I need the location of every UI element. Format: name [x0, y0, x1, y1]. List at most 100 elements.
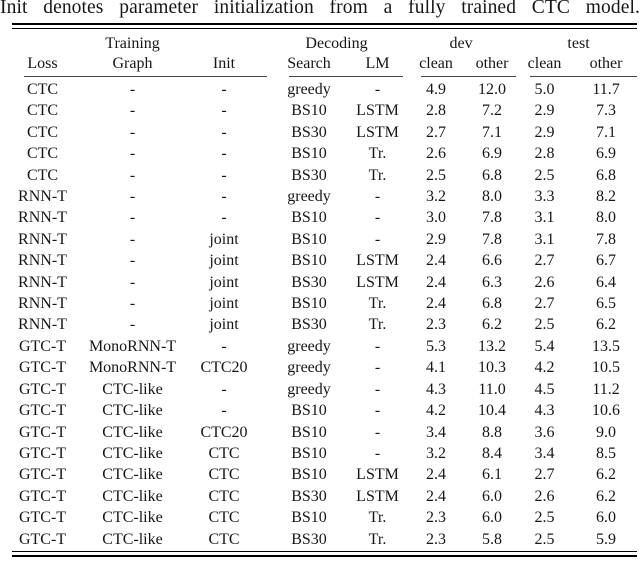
table-cell: CTC-like — [102, 380, 163, 398]
table-cell: 4.2 — [426, 402, 447, 420]
column-header-cell: clean — [527, 55, 562, 72]
table-cell: 6.2 — [596, 487, 617, 505]
table-cell: - — [129, 273, 136, 291]
table-cell: 2.4 — [426, 466, 447, 484]
table-cell: RNN-T — [18, 295, 67, 313]
table-cell: LSTM — [356, 102, 399, 120]
table-cell: 4.9 — [426, 81, 447, 98]
table-cell: Tr. — [368, 509, 387, 527]
table-cell: 4.3 — [534, 402, 555, 420]
table-cell: CTC-like — [102, 530, 163, 548]
table-cell: 6.0 — [482, 509, 503, 527]
table-cell: - — [221, 402, 227, 420]
table-row: CTC - - BS10 Tr. 2.6 6.9 2.8 6.9 — [0, 143, 640, 164]
table-row: GTC-T CTC-like - BS10 - 4.2 10.4 4.3 10.6 — [0, 400, 640, 421]
table-cell: BS30 — [291, 166, 327, 184]
table-cell: - — [374, 423, 381, 441]
table-cell: 13.5 — [592, 337, 621, 355]
table-cell: 7.1 — [596, 123, 617, 141]
table-cell: RNN-T — [18, 230, 67, 248]
table-cell: - — [221, 81, 227, 98]
group-header-cell: Decoding — [305, 35, 368, 52]
table-cell: 6.0 — [596, 509, 617, 527]
table-cell: Tr. — [368, 145, 387, 163]
column-header-cell: other — [589, 55, 623, 72]
table-cell: GTC-T — [18, 359, 67, 377]
table-cell: 2.8 — [534, 145, 555, 163]
table-cell: BS10 — [291, 252, 327, 270]
table-cell: - — [129, 123, 136, 141]
table-cell: - — [129, 230, 136, 248]
table-cell: Tr. — [368, 530, 387, 548]
column-header-cell: Search — [287, 55, 331, 72]
table-cell: 11.7 — [592, 81, 620, 98]
table-cell: 7.3 — [596, 102, 617, 120]
table-cell: 6.4 — [596, 273, 617, 291]
table-cell: 3.1 — [534, 209, 555, 227]
table-cell: CTC — [208, 444, 240, 462]
table-cell: 6.8 — [482, 166, 503, 184]
table-cell: 3.2 — [426, 444, 447, 462]
table-cell: 4.5 — [534, 380, 555, 398]
table-cell: Tr. — [368, 316, 387, 334]
group-header-row: Training Decoding dev test — [0, 33, 640, 54]
table-cell: CTC-like — [102, 509, 163, 527]
table-cell: 3.0 — [426, 209, 447, 227]
table-row: GTC-T MonoRNN-T - greedy - 5.3 13.2 5.4 13.5 — [0, 336, 640, 357]
table-cell: 8.8 — [482, 423, 503, 441]
table-cell: 2.6 — [426, 145, 447, 163]
table-cell: - — [221, 145, 227, 163]
table-body: CTC - - greedy - 4.9 12.0 5.0 11.7 CTC - - BS10 LSTM 2… — [0, 79, 640, 550]
column-header-cell: Graph — [112, 55, 153, 72]
table-cell: - — [374, 380, 381, 398]
table-cell: 2.9 — [534, 123, 555, 141]
table-cell: 6.8 — [482, 295, 503, 313]
table-cell: LSTM — [356, 487, 399, 505]
table-row: RNN-T - joint BS30 Tr. 2.3 6.2 2.5 6.2 — [0, 314, 640, 335]
table-cell: Tr. — [368, 166, 387, 184]
table-cell: 2.7 — [426, 123, 447, 141]
table-cell: CTC — [208, 466, 240, 484]
table-cell: 13.2 — [478, 337, 507, 355]
table-cell: 5.8 — [482, 530, 503, 548]
table-cell: GTC-T — [18, 337, 67, 355]
group-header-cell — [180, 33, 268, 54]
table-cell: CTC — [26, 123, 59, 141]
column-header-cell: LM — [365, 55, 390, 72]
table-cell: 4.1 — [426, 359, 447, 377]
table-cell: 8.4 — [482, 444, 503, 462]
table-cell: CTC — [26, 145, 59, 163]
table-cell: BS10 — [291, 295, 327, 313]
table-cell: 7.8 — [482, 209, 503, 227]
table-cell: GTC-T — [18, 466, 67, 484]
table-row: GTC-T CTC-like CTC BS10 Tr. 2.3 6.0 2.5 6.0 — [0, 507, 640, 528]
table-cell: CTC — [208, 509, 240, 527]
table-cell: joint — [209, 230, 239, 248]
table-cell: 6.6 — [482, 252, 503, 270]
table-cell: 7.8 — [596, 230, 617, 248]
table-cell: 12.0 — [478, 81, 507, 98]
table-cell: 4.2 — [534, 359, 555, 377]
table-cell: 6.3 — [482, 273, 503, 291]
table-cell: CTC — [208, 530, 240, 548]
table-cell: 3.3 — [534, 188, 555, 206]
table-row: GTC-T CTC-like CTC20 BS10 - 3.4 8.8 3.6 9.0 — [0, 422, 640, 443]
column-header-cell: clean — [419, 55, 453, 72]
table-row: CTC - - BS10 LSTM 2.8 7.2 2.9 7.3 — [0, 100, 640, 121]
table-cell: 2.8 — [426, 102, 447, 120]
table-row: CTC - - BS30 LSTM 2.7 7.1 2.9 7.1 — [0, 122, 640, 143]
table-cell: CTC — [26, 102, 59, 120]
table-cell: BS30 — [291, 530, 327, 548]
table-row: RNN-T - joint BS10 LSTM 2.4 6.6 2.7 6.7 — [0, 250, 640, 271]
table-cell: 11.2 — [592, 380, 620, 398]
table-cell: RNN-T — [18, 273, 67, 291]
table-cell: BS30 — [291, 316, 327, 334]
table-cell: - — [374, 402, 381, 420]
table-cell: GTC-T — [18, 402, 67, 420]
table-cell: 2.4 — [426, 273, 447, 291]
table-cell: CTC-like — [102, 402, 163, 420]
table-cell: 5.4 — [534, 337, 555, 355]
group-header-cell: Training — [105, 35, 160, 52]
table-cell: LSTM — [356, 273, 399, 291]
